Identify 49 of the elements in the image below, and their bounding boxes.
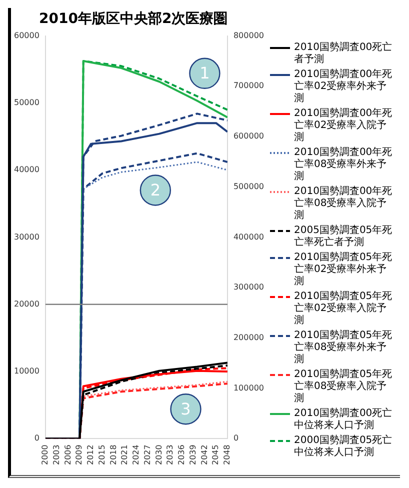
y2-tick-label: 200000 xyxy=(233,333,264,342)
y-tick-label: 10000 xyxy=(14,366,40,376)
y-tick-label: 0 xyxy=(34,434,40,443)
x-tick-label: 2024 xyxy=(132,444,141,465)
legend-label: 2005国勢調査05年死亡率死亡者予測 xyxy=(294,225,394,249)
annotation: 1 xyxy=(200,64,210,83)
legend-label: 2000国勢調査05死亡中位将来人口予測 xyxy=(294,435,394,459)
x-tick-label: 2003 xyxy=(52,444,61,465)
y2-tick-label: 400000 xyxy=(233,232,264,242)
x-tick-label: 2000 xyxy=(40,444,50,465)
x-tick-label: 2045 xyxy=(211,444,220,465)
y2-tick-label: 300000 xyxy=(233,282,264,292)
legend-label: 2010国勢調査00年死亡率08受療率入院予測 xyxy=(294,186,394,222)
x-tick-label: 2030 xyxy=(154,444,164,465)
x-tick-label: 2021 xyxy=(120,444,130,465)
legend-label: 2010国勢調査05年死亡率08受療率外来予測 xyxy=(294,330,394,366)
y2-tick-label: 100000 xyxy=(233,383,264,392)
x-tick-label: 2015 xyxy=(97,444,106,465)
chart-title: 2010年版区中央部2次医療圏 xyxy=(38,10,229,28)
x-tick-label: 2027 xyxy=(142,444,152,465)
annotation: 2 xyxy=(150,180,161,200)
y2-tick-label: 800000 xyxy=(233,30,264,40)
y2-tick-label: 700000 xyxy=(233,81,264,90)
x-tick-label: 2042 xyxy=(200,444,209,465)
legend-label: 2010国勢調査00年死亡率02受療率入院予測 xyxy=(294,108,394,144)
y-tick-label: 50000 xyxy=(14,98,40,108)
y2-tick-label: 600000 xyxy=(233,132,264,141)
x-tick-label: 2048 xyxy=(222,444,232,465)
legend-label: 2010国勢調査05年死亡率08受療率入院予測 xyxy=(294,369,394,405)
x-tick-label: 2012 xyxy=(86,444,96,465)
legend-label: 2010国勢調査00年死亡率08受療率外来予測 xyxy=(294,147,394,183)
x-tick-label: 2006 xyxy=(63,444,72,465)
legend-label: 2010国勢調査05年死亡率02受療率入院予測 xyxy=(294,291,394,327)
y-tick-label: 60000 xyxy=(14,30,40,40)
y-tick-label: 40000 xyxy=(14,165,40,174)
y-tick-label: 20000 xyxy=(14,299,40,308)
y2-tick-label: 0 xyxy=(233,434,239,443)
x-tick-label: 2033 xyxy=(166,444,175,465)
x-tick-label: 2039 xyxy=(188,444,198,465)
x-tick-label: 2018 xyxy=(108,444,118,465)
annotation: 3 xyxy=(180,399,191,418)
legend-label: 2010国勢調査05年死亡率02受療率外来予測 xyxy=(294,252,394,288)
x-tick-label: 2009 xyxy=(74,444,84,465)
legend-label: 2010国勢調査00死亡中位将来人口予測 xyxy=(294,408,394,432)
legend-label: 2010国勢調査00死亡者予測 xyxy=(294,42,394,66)
x-tick-label: 2036 xyxy=(177,444,186,465)
y2-tick-label: 500000 xyxy=(233,182,264,191)
y-tick-label: 30000 xyxy=(14,232,40,242)
legend-label: 2010国勢調査00年死亡率02受療率外来予測 xyxy=(294,69,394,105)
